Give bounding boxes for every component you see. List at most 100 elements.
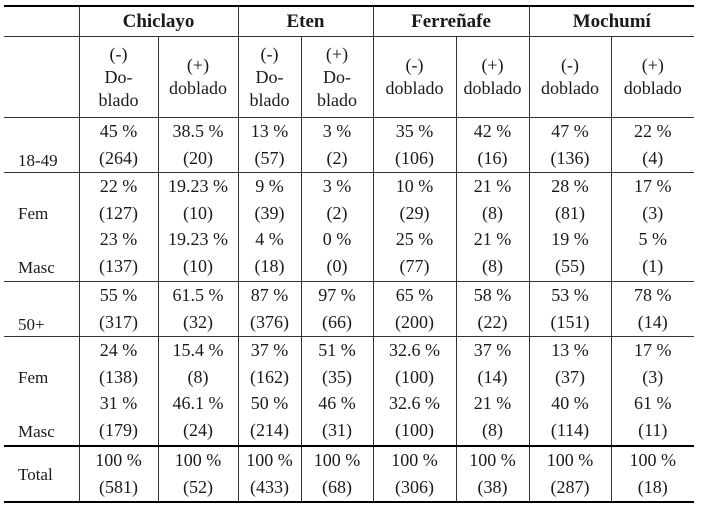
subheader-line: (+)	[186, 55, 210, 75]
subheader-line: doblado	[385, 78, 444, 98]
table-cell: 37 % (14) 21 % (8)	[455, 336, 530, 447]
subheader-line: (-)	[405, 55, 424, 75]
subheader-line: doblado	[541, 78, 600, 98]
cell-count: (214)	[250, 419, 289, 440]
cell-count: (8)	[187, 366, 209, 387]
subheader-cell: (-) doblado	[372, 36, 456, 118]
cell-percent: 100 %	[246, 450, 293, 470]
cell-percent: 100 %	[95, 450, 142, 470]
cell-percent: 21 %	[473, 229, 512, 249]
cell-percent: 19.23 %	[168, 176, 228, 196]
cell-count: (0)	[326, 255, 348, 276]
cell-count: (11)	[638, 419, 668, 440]
cell-percent: 3 %	[322, 176, 352, 196]
cell-percent: 23 %	[99, 229, 138, 249]
cell-count: (162)	[250, 366, 289, 387]
row-label: 50+	[4, 281, 79, 337]
cell-percent: 45 %	[99, 121, 138, 141]
table-cell: 51 % (35) 46 % (31)	[300, 336, 373, 447]
cell-percent: 32.6 %	[389, 340, 440, 360]
row-label: Masc	[18, 422, 55, 441]
corner-cell	[4, 36, 79, 118]
table-cell: 42 % (16)	[455, 117, 530, 173]
cell-percent: 46.1 %	[172, 393, 224, 413]
cell-count: (35)	[322, 366, 352, 387]
table-cell: 35 % (106)	[372, 117, 456, 173]
table-cell: 17 % (3) 61 % (11)	[610, 336, 695, 447]
cell-percent: 5 %	[638, 229, 668, 249]
subheader-cell: (+) doblado	[157, 36, 238, 118]
cell-percent: 55 %	[99, 285, 138, 305]
cell-percent: 38.5 %	[172, 121, 224, 141]
subheader-line: (+)	[325, 43, 349, 64]
table-cell: 13 % (37) 40 % (114)	[528, 336, 612, 447]
table-cell: 100 % (18)	[610, 445, 695, 503]
cell-count: (16)	[477, 148, 508, 168]
cell-percent: 100 %	[469, 450, 516, 470]
table-cell: 100 % (287)	[528, 445, 612, 503]
cell-percent: 3 %	[322, 121, 352, 141]
cell-percent: 51 %	[318, 340, 356, 360]
cell-percent: 21 %	[473, 176, 512, 196]
cell-count: (151)	[550, 312, 590, 332]
subheader-cell: (+) Do- blado	[300, 36, 373, 118]
cell-count: (14)	[637, 312, 668, 332]
table-cell: 13 % (57)	[237, 117, 301, 173]
cell-percent: 61.5 %	[172, 285, 224, 305]
table-cell: 32.6 % (100) 32.6 % (100)	[372, 336, 456, 447]
row-label-group: Fem Masc	[4, 172, 79, 282]
cell-count: (136)	[550, 148, 590, 168]
cell-percent: 53 %	[551, 285, 589, 305]
cell-count: (3)	[642, 366, 664, 387]
cell-percent: 46 %	[318, 393, 356, 413]
cell-percent: 47 %	[551, 121, 589, 141]
subheader-line: doblado	[463, 78, 522, 98]
table-cell: 28 % (81) 19 % (55)	[528, 172, 612, 282]
cell-count: (14)	[477, 366, 508, 387]
cell-percent: 17 %	[634, 176, 672, 196]
table-cell: 45 % (264)	[78, 117, 158, 173]
table-cell: 24 % (138) 31 % (179)	[78, 336, 158, 447]
cell-percent: 100 %	[313, 450, 361, 470]
cell-percent: 4 %	[255, 229, 284, 249]
cell-percent: 97 %	[318, 285, 356, 305]
table-cell: 21 % (8) 21 % (8)	[455, 172, 530, 282]
cell-count: (68)	[322, 477, 352, 497]
cell-percent: 61 %	[634, 393, 672, 413]
cell-percent: 50 %	[250, 393, 289, 413]
table-cell: 38.5 % (20)	[157, 117, 238, 173]
cell-percent: 13 %	[551, 340, 589, 360]
row-label: Fem	[18, 368, 49, 387]
row-label: 18-49	[4, 117, 79, 173]
cell-percent: 35 %	[395, 121, 434, 141]
table-row: Fem Masc 24 % (138) 31 % (179) 15.4 % (8) 46.…	[4, 336, 695, 447]
cell-count: (100)	[395, 419, 434, 440]
table-cell: 100 % (52)	[157, 445, 238, 503]
cell-count: (52)	[183, 477, 213, 497]
table-cell: 100 % (581)	[78, 445, 158, 503]
subheader-line: (-)	[561, 55, 579, 75]
subheader-line: Do-	[323, 66, 351, 87]
cell-count: (66)	[322, 312, 352, 332]
table-cell: 53 % (151)	[528, 281, 612, 337]
table-row: 50+ 55 % (317) 61.5 % (32) 87 % (376) 97 % (…	[4, 281, 695, 337]
table-cell: 100 % (38)	[455, 445, 530, 503]
cell-count: (114)	[550, 419, 590, 440]
cell-count: (376)	[250, 312, 289, 332]
table-cell: 78 % (14)	[610, 281, 695, 337]
subheader-line: blado	[98, 89, 139, 110]
subheader-row: (-) Do- blado (+) doblado (-) Do- blado …	[4, 36, 695, 118]
cell-count: (287)	[550, 477, 590, 497]
cell-percent: 24 %	[99, 340, 138, 360]
subheader-line: blado	[249, 89, 290, 110]
subheader-line: (-)	[260, 43, 279, 64]
cell-count: (137)	[99, 255, 138, 276]
cell-percent: 19.23 %	[168, 229, 228, 249]
table-cell: 65 % (200)	[372, 281, 456, 337]
subheader-line: doblado	[623, 78, 682, 98]
cell-count: (433)	[250, 477, 289, 497]
subheader-line: (-)	[109, 43, 128, 64]
cell-percent: 65 %	[395, 285, 434, 305]
city-header: Ferreñafe	[372, 5, 530, 37]
cell-count: (37)	[555, 366, 586, 387]
